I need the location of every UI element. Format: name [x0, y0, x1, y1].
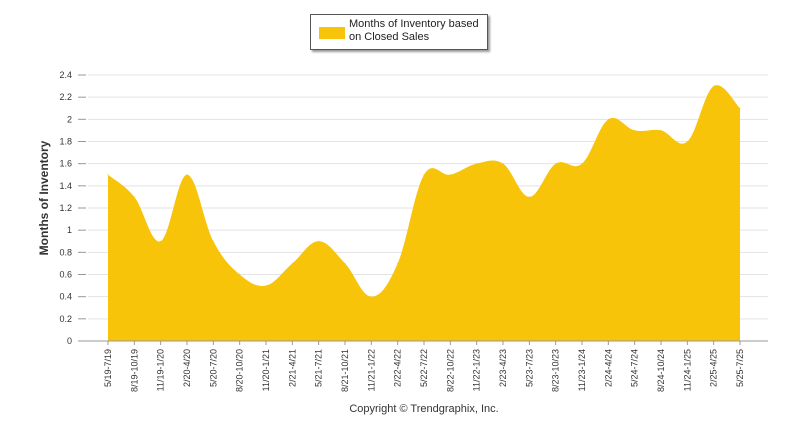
- y-tick-label: 0.2: [59, 314, 72, 324]
- y-tick-label: 0.8: [59, 247, 72, 257]
- data-point: [107, 174, 109, 176]
- x-tick-label: 5/21-7/21: [314, 349, 324, 387]
- data-point: [713, 85, 715, 87]
- data-point: [739, 107, 741, 109]
- x-axis: 5/19-7/19 8/19-10/19 11/19-1/20 2/20-4/20 5/…: [78, 340, 768, 392]
- x-tick-label: 2/24-4/24: [603, 349, 613, 387]
- data-point: [318, 240, 320, 242]
- x-tick-label: 8/23-10/23: [551, 349, 561, 392]
- x-tick-label: 8/22-10/22: [445, 349, 455, 392]
- x-tick-label: 5/25-7/25: [735, 349, 745, 387]
- y-tick-label: 0.4: [59, 292, 72, 302]
- x-tick-label: 5/19-7/19: [103, 349, 113, 387]
- x-tick-label: 8/19-10/19: [129, 349, 139, 392]
- data-point: [686, 141, 688, 142]
- copyright-text: Copyright © Trendgraphix, Inc.: [349, 403, 499, 415]
- data-point: [186, 174, 188, 176]
- x-tick-label: 5/24-7/24: [630, 349, 640, 387]
- data-point: [581, 163, 583, 165]
- x-tick-label: 5/22-7/22: [419, 349, 429, 387]
- x-tick-label: 11/21-1/22: [366, 349, 376, 391]
- data-point: [212, 240, 214, 242]
- data-point: [344, 262, 346, 264]
- data-point: [265, 285, 267, 287]
- x-tick-label: 5/20-7/20: [208, 349, 218, 387]
- data-point: [423, 174, 425, 176]
- data-point: [634, 129, 636, 131]
- data-point: [397, 262, 399, 264]
- data-point: [133, 196, 135, 198]
- y-axis-title: Months of Inventory: [37, 140, 51, 255]
- legend[interactable]: Months of Inventory based on Closed Sale…: [310, 14, 488, 50]
- data-point: [291, 262, 293, 264]
- legend-swatch: [319, 27, 345, 39]
- y-tick-label: 2.4: [59, 70, 72, 80]
- y-tick-label: 2.2: [59, 92, 72, 102]
- y-tick-label: 1.2: [59, 203, 72, 213]
- y-tick-label: 0: [67, 336, 72, 346]
- data-point: [239, 274, 241, 275]
- data-point: [660, 129, 662, 131]
- data-point: [370, 296, 372, 298]
- x-tick-label: 8/24-10/24: [656, 349, 666, 392]
- data-point: [502, 163, 504, 165]
- x-tick-label: 11/24-1/25: [682, 349, 692, 391]
- data-point: [607, 118, 609, 120]
- y-tick-label: 2: [67, 114, 72, 124]
- x-tick-label: 2/20-4/20: [182, 349, 192, 387]
- data-point: [528, 196, 530, 198]
- data-point: [555, 163, 557, 165]
- x-tick-label: 2/23-4/23: [498, 349, 508, 387]
- x-tick-label: 11/19-1/20: [156, 349, 166, 391]
- x-tick-label: 2/25-4/25: [709, 349, 719, 387]
- legend-label: Months of Inventory based on Closed Sale…: [349, 18, 479, 43]
- x-tick-label: 5/23-7/23: [524, 349, 534, 387]
- data-point: [476, 163, 478, 165]
- x-tick-label: 2/21-4/21: [287, 349, 297, 387]
- series-area: [108, 85, 740, 341]
- y-tick-label: 1: [67, 225, 72, 235]
- y-tick-label: 0.6: [59, 270, 72, 280]
- data-point: [160, 240, 162, 242]
- y-tick-label: 1.8: [59, 137, 72, 147]
- x-tick-label: 8/20-10/20: [235, 349, 245, 392]
- data-point: [449, 174, 451, 176]
- series-area-group: [107, 85, 741, 341]
- y-tick-label: 1.6: [59, 159, 72, 169]
- x-tick-label: 11/22-1/23: [472, 349, 482, 391]
- x-tick-label: 11/20-1/21: [261, 349, 271, 391]
- y-tick-label: 1.4: [59, 181, 72, 191]
- x-tick-label: 2/22-4/22: [393, 349, 403, 387]
- y-axis: 0 0.2 0.4 0.6 0.8 1 1.2 1.4 1.6 1.8 2 2.2 2.4: [59, 70, 86, 346]
- x-tick-label: 8/21-10/21: [340, 349, 350, 392]
- x-tick-label: 11/23-1/24: [577, 349, 587, 391]
